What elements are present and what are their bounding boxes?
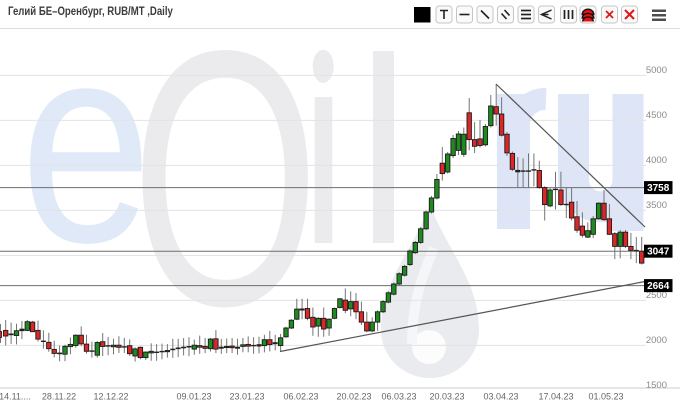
svg-text:2500: 2500 [646, 290, 667, 301]
svg-text:4000: 4000 [646, 155, 667, 166]
svg-text:2000: 2000 [646, 335, 667, 346]
svg-text:4500: 4500 [646, 110, 667, 121]
svg-text:2664: 2664 [647, 281, 670, 292]
svg-text:Гелий БЕ–Оренбург, RUB/MT ,Dai: Гелий БЕ–Оренбург, RUB/MT ,Daily [8, 5, 173, 18]
svg-text:5000: 5000 [646, 65, 667, 76]
svg-text:06.03.23: 06.03.23 [381, 392, 416, 402]
svg-text:20.03.23: 20.03.23 [429, 392, 464, 402]
svg-text:O: O [131, 0, 319, 382]
svg-text:3047: 3047 [647, 247, 670, 258]
svg-text:12.12.22: 12.12.22 [93, 392, 128, 402]
svg-text:23.01.23: 23.01.23 [229, 392, 264, 402]
svg-text:3500: 3500 [646, 200, 667, 211]
svg-text:01.05.23: 01.05.23 [588, 392, 623, 402]
svg-text:03.04.23: 03.04.23 [483, 392, 518, 402]
svg-text:09.01.23: 09.01.23 [176, 392, 211, 402]
svg-text:17.04.23: 17.04.23 [538, 392, 573, 402]
svg-text:28.11.22: 28.11.22 [42, 392, 76, 402]
svg-text:14.11....: 14.11.... [0, 392, 31, 402]
svg-text:06.02.23: 06.02.23 [283, 392, 318, 402]
svg-text:3758: 3758 [647, 183, 670, 194]
svg-text:20.02.23: 20.02.23 [336, 392, 371, 402]
svg-text:1500: 1500 [646, 380, 667, 391]
